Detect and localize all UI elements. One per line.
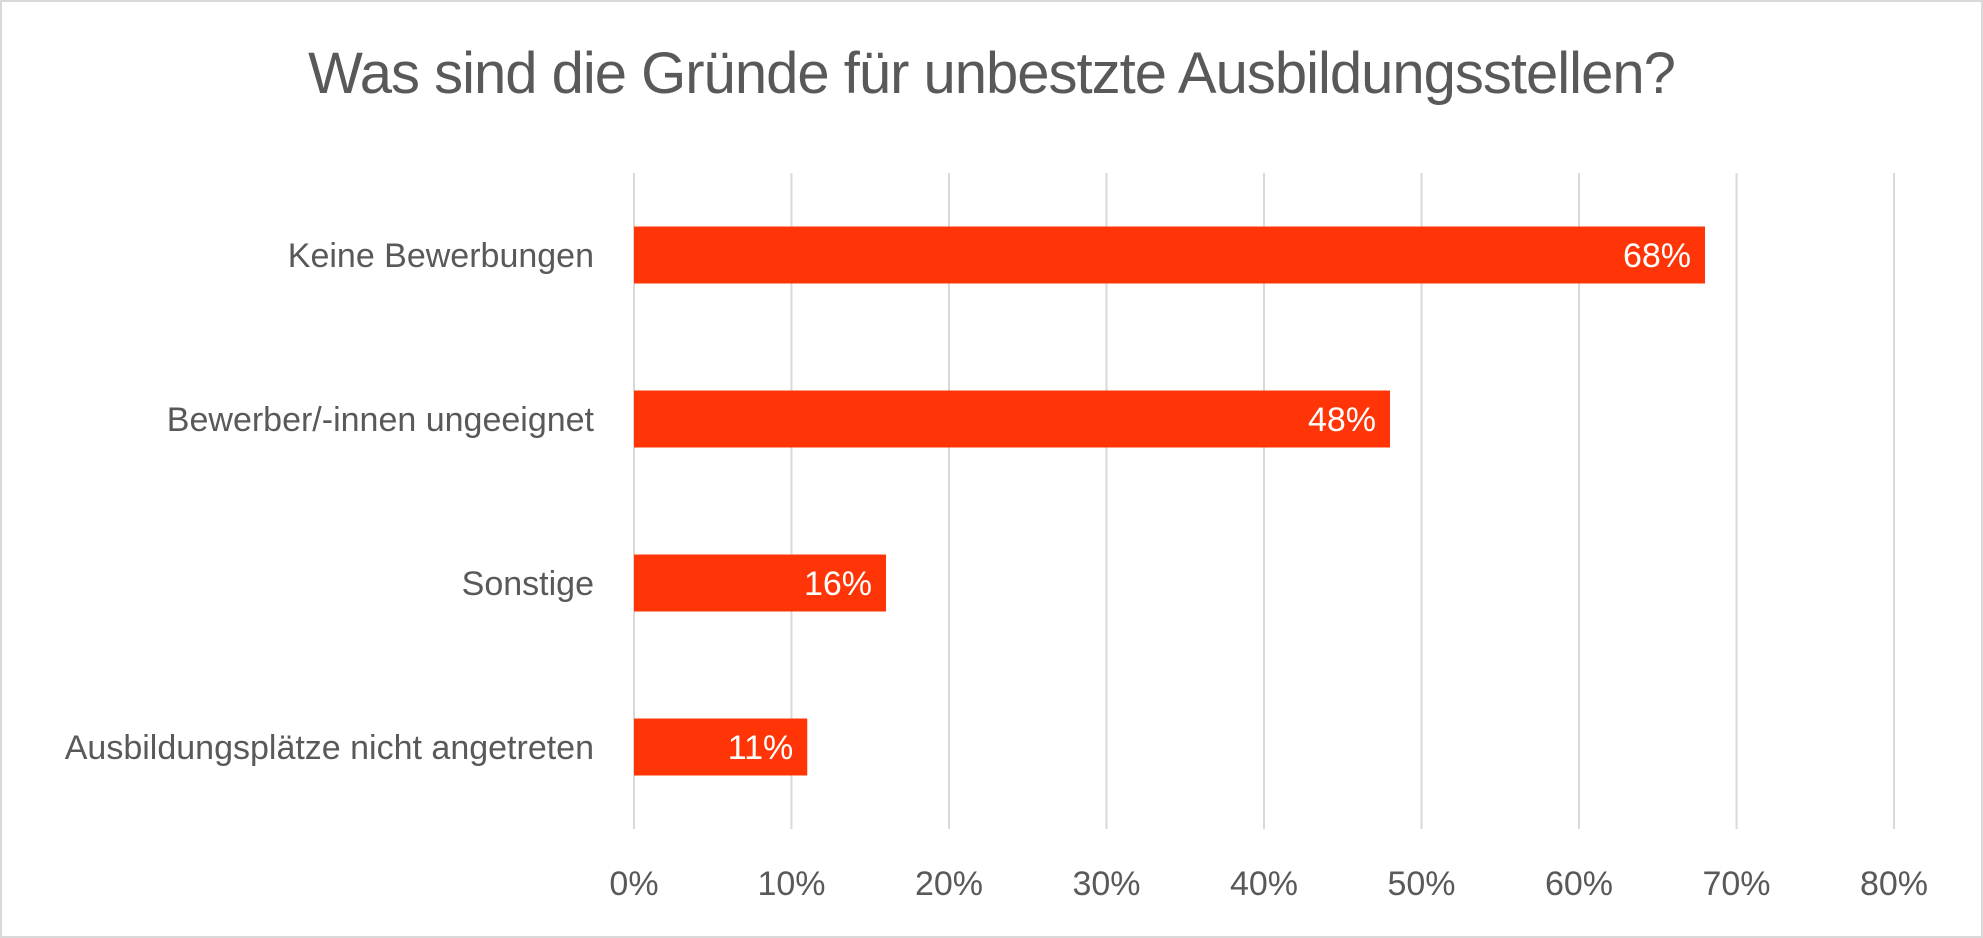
data-label: 68% xyxy=(1623,237,1691,275)
category-label: Keine Bewerbungen xyxy=(288,237,594,275)
data-label: 16% xyxy=(804,565,872,603)
bar xyxy=(634,390,1390,448)
x-tick-label: 10% xyxy=(757,865,825,903)
x-tick-label: 0% xyxy=(609,865,658,903)
chart-title: Was sind die Gründe für unbestzte Ausbil… xyxy=(308,41,1676,106)
category-label: Ausbildungsplätze nicht angetreten xyxy=(65,729,594,767)
bar xyxy=(634,226,1705,284)
x-tick-label: 40% xyxy=(1230,865,1298,903)
x-tick-label: 30% xyxy=(1072,865,1140,903)
data-label: 48% xyxy=(1308,401,1376,439)
bar xyxy=(634,554,886,612)
x-tick-label: 50% xyxy=(1387,865,1455,903)
data-label: 11% xyxy=(728,729,794,767)
x-tick-label: 20% xyxy=(915,865,983,903)
category-label: Sonstige xyxy=(462,565,594,603)
x-tick-label: 70% xyxy=(1702,865,1770,903)
category-label: Bewerber/-innen ungeeignet xyxy=(167,401,595,439)
bar xyxy=(634,718,808,776)
x-tick-label: 60% xyxy=(1545,865,1613,903)
x-tick-label: 80% xyxy=(1860,865,1928,903)
